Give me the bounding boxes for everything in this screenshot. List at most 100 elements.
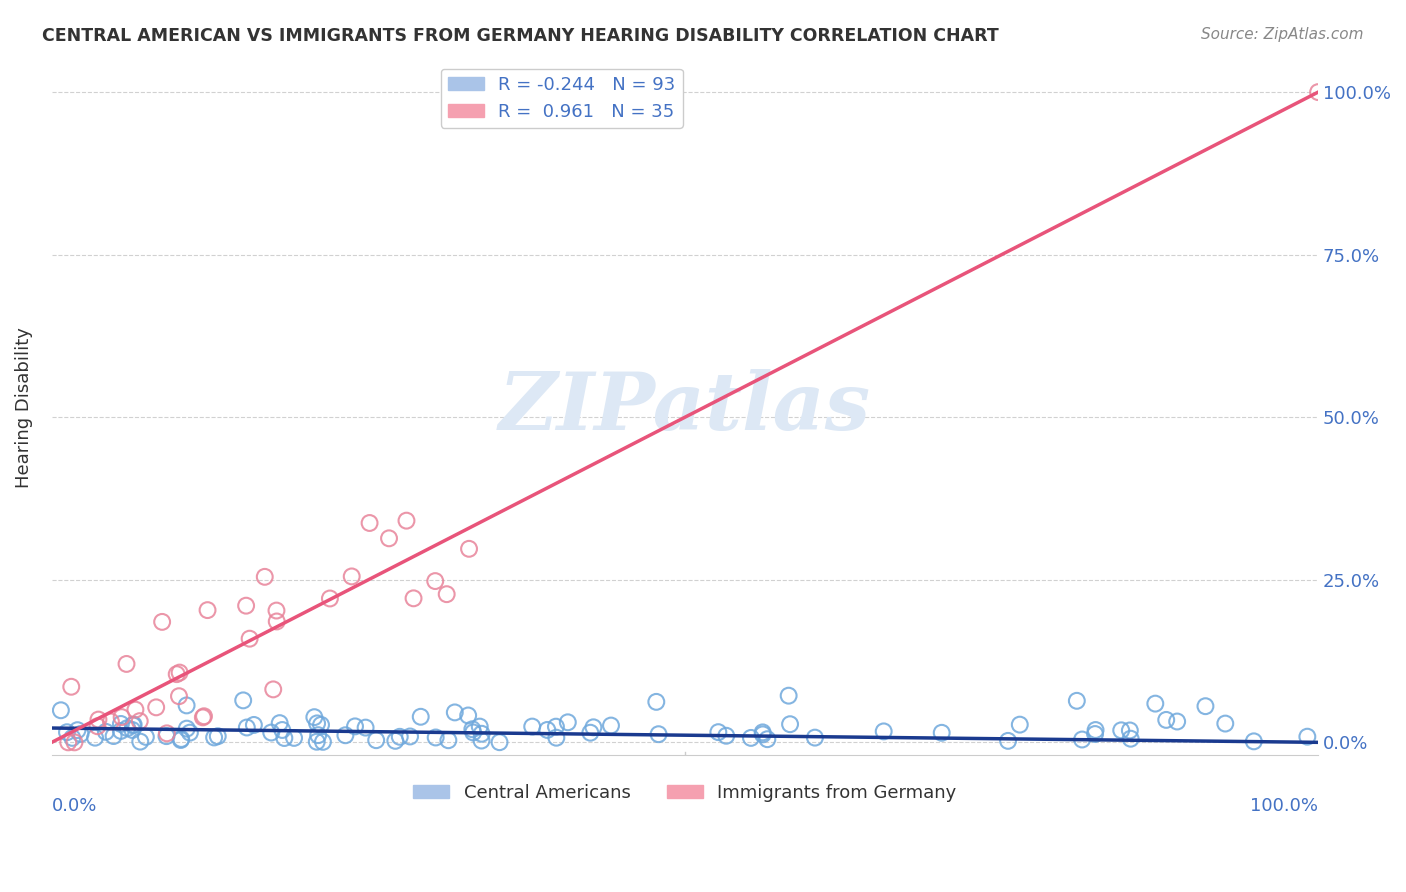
Point	[1213, 716, 1236, 731]
Point	[1243, 734, 1265, 748]
Point	[60, 731, 83, 745]
Point	[756, 732, 779, 747]
Point	[1296, 730, 1319, 744]
Point	[166, 667, 188, 681]
Point	[488, 735, 510, 749]
Point	[319, 591, 342, 606]
Point	[94, 724, 117, 739]
Point	[779, 717, 801, 731]
Point	[176, 698, 198, 713]
Point	[122, 717, 145, 731]
Point	[236, 721, 259, 735]
Point	[69, 727, 91, 741]
Point	[86, 719, 108, 733]
Point	[1084, 727, 1107, 741]
Point	[260, 725, 283, 739]
Point	[457, 708, 479, 723]
Point	[1008, 717, 1031, 731]
Point	[207, 729, 229, 743]
Point	[1154, 713, 1177, 727]
Point	[128, 714, 150, 728]
Point	[312, 735, 335, 749]
Point	[202, 731, 225, 745]
Point	[437, 733, 460, 747]
Point	[471, 727, 494, 741]
Point	[307, 728, 329, 742]
Point	[1119, 731, 1142, 746]
Point	[395, 514, 418, 528]
Text: ZIPatlas: ZIPatlas	[499, 368, 870, 446]
Point	[402, 591, 425, 606]
Point	[60, 680, 83, 694]
Point	[239, 632, 262, 646]
Point	[110, 723, 132, 738]
Point	[463, 725, 485, 739]
Point	[399, 730, 422, 744]
Point	[997, 734, 1019, 748]
Point	[778, 689, 800, 703]
Point	[354, 721, 377, 735]
Point	[124, 703, 146, 717]
Point	[1084, 723, 1107, 737]
Point	[600, 718, 623, 732]
Point	[470, 733, 492, 747]
Point	[103, 729, 125, 743]
Point	[100, 714, 122, 729]
Point	[582, 720, 605, 734]
Point	[156, 726, 179, 740]
Point	[804, 731, 827, 745]
Point	[557, 715, 579, 730]
Point	[344, 719, 367, 733]
Point	[169, 665, 191, 680]
Point	[262, 682, 284, 697]
Point	[273, 731, 295, 745]
Point	[1119, 723, 1142, 738]
Y-axis label: Hearing Disability: Hearing Disability	[15, 327, 32, 488]
Text: Source: ZipAtlas.com: Source: ZipAtlas.com	[1201, 27, 1364, 42]
Point	[232, 693, 254, 707]
Point	[359, 516, 381, 530]
Point	[170, 733, 193, 747]
Point	[468, 720, 491, 734]
Point	[1071, 732, 1094, 747]
Point	[544, 720, 567, 734]
Text: 0.0%: 0.0%	[52, 797, 97, 815]
Point	[707, 725, 730, 739]
Point	[197, 603, 219, 617]
Point	[84, 731, 107, 745]
Point	[647, 727, 669, 741]
Point	[115, 657, 138, 671]
Point	[425, 574, 447, 588]
Point	[193, 709, 215, 723]
Point	[1166, 714, 1188, 729]
Point	[309, 718, 332, 732]
Point	[409, 710, 432, 724]
Point	[425, 731, 447, 745]
Point	[873, 724, 896, 739]
Point	[176, 722, 198, 736]
Point	[266, 603, 288, 617]
Point	[1066, 694, 1088, 708]
Point	[384, 734, 406, 748]
Point	[243, 718, 266, 732]
Point	[63, 735, 86, 749]
Point	[266, 615, 288, 629]
Point	[122, 718, 145, 732]
Text: 100.0%: 100.0%	[1250, 797, 1319, 815]
Point	[340, 569, 363, 583]
Point	[1144, 697, 1167, 711]
Point	[307, 716, 329, 731]
Point	[167, 689, 190, 703]
Point	[740, 731, 762, 745]
Text: CENTRAL AMERICAN VS IMMIGRANTS FROM GERMANY HEARING DISABILITY CORRELATION CHART: CENTRAL AMERICAN VS IMMIGRANTS FROM GERM…	[42, 27, 998, 45]
Point	[461, 723, 484, 737]
Point	[235, 599, 257, 613]
Point	[443, 706, 465, 720]
Point	[1109, 723, 1132, 738]
Point	[58, 735, 80, 749]
Point	[283, 731, 305, 745]
Point	[305, 735, 328, 749]
Point	[716, 729, 738, 743]
Point	[536, 723, 558, 737]
Point	[121, 723, 143, 737]
